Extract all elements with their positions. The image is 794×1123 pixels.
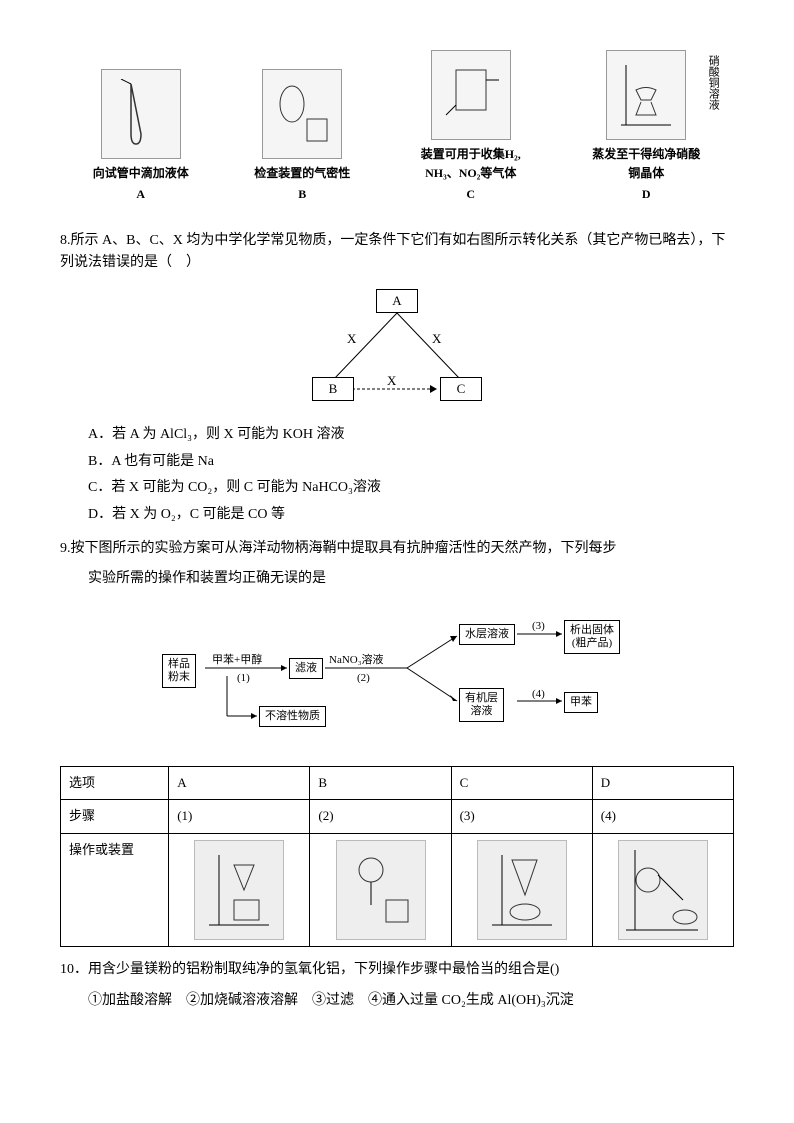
q9-body: 按下图所示的实验方案可从海洋动物柄海鞘中提取具有抗肿瘤活性的天然产物，下列每步 [71,541,617,556]
q9-th-2: B [310,766,451,800]
flow-e1: 甲苯+甲醇 [212,652,262,670]
fig-label-c: C [416,185,526,204]
q10-body: 用含少量镁粉的铝粉制取纯净的氢氧化铝，下列操作步骤中最恰当的组合是() [88,962,559,977]
fig-label-d: D [591,185,701,204]
fig-caption-b: 检查装置的气密性 [254,164,350,183]
q9-th-3: C [451,766,592,800]
flow-n2: 滤液 [289,658,323,679]
q9-r1-4: (4) [592,800,733,834]
question-9: 9.按下图所示的实验方案可从海洋动物柄海鞘中提取具有抗肿瘤活性的天然产物，下列每… [60,538,734,947]
q8-node-c: C [440,377,482,401]
q8-edge-bc: X [387,371,396,392]
fig-label-b: B [254,185,350,204]
flow-n4b: 甲苯 [564,692,598,713]
q8-num: 8. [60,233,71,248]
q10-text2: ①加盐酸溶解 ②加烧碱溶液溶解 ③过滤 ④通入过量 CO₂生成 Al(OH)₃沉… [60,990,734,1012]
apparatus-img-c [477,840,567,940]
q8-text: 8.所示 A、B、C、X 均为中学化学常见物质，一定条件下它们有如右图所示转化关… [60,230,734,275]
q9-r1-3: (3) [451,800,592,834]
q10-text: 10．用含少量镁粉的铝粉制取纯净的氢氧化铝，下列操作步骤中最恰当的组合是() [60,959,734,981]
q8-node-b: B [312,377,354,401]
flow-n3b: 有机层 溶液 [459,688,504,722]
apparatus-img-b [336,840,426,940]
q9-table-row1: 步骤 (1) (2) (3) (4) [61,800,734,834]
q9-r1-0: 步骤 [61,800,169,834]
q9-th-0: 选项 [61,766,169,800]
fig-image-c [431,50,511,140]
flow-s3: (3) [532,618,545,636]
fig-image-d [606,50,686,140]
fig-label-a: A [93,185,189,204]
q8-option-b: B．A 也有可能是 Na [88,451,734,473]
q8-node-a: A [376,289,418,313]
q9-table-head: 选项 A B C D [61,766,734,800]
flow-n2b: 不溶性物质 [259,706,326,727]
fig-item-c: 装置可用于收集H₂, NH₃、NO₂等气体 C [416,50,526,205]
q9-r1-1: (1) [169,800,310,834]
q9-th-4: D [592,766,733,800]
flow-n1: 样品 粉末 [162,654,196,688]
q9-r2-c [451,834,592,947]
fig-caption-c: 装置可用于收集H₂, NH₃、NO₂等气体 [416,145,526,183]
q8-edge-ac: X [432,329,441,350]
q8-option-a: A．若 A 为 AlCl₃，则 X 可能为 KOH 溶液 [88,424,734,446]
q8-body: 所示 A、B、C、X 均为中学化学常见物质，一定条件下它们有如右图所示转化关系（… [60,233,725,270]
flow-n4a: 析出固体 (粗产品) [564,620,620,654]
q9-text: 9.按下图所示的实验方案可从海洋动物柄海鞘中提取具有抗肿瘤活性的天然产物，下列每… [60,538,734,560]
fig-item-b: 检查装置的气密性 B [254,69,350,204]
apparatus-img-d [618,840,708,940]
q8-option-d: D．若 X 为 O₂，C 可能是 CO 等 [88,504,734,526]
flow-e2: NaNO₃溶液 [329,652,384,670]
flow-s1: (1) [237,670,250,688]
fig-side-d: 硝酸铜溶液 [704,55,722,110]
fig-image-b [262,69,342,159]
fig-item-a: 向试管中滴加液体 A [93,69,189,204]
apparatus-img-a [194,840,284,940]
q9-r2-label: 操作或装置 [61,834,169,947]
q9-r1-2: (2) [310,800,451,834]
fig-image-a [101,69,181,159]
q8-diagram: A B C X X X [292,289,502,409]
q9-th-1: A [169,766,310,800]
q9-flowchart: 样品 粉末 甲苯+甲醇 (1) 滤液 NaNO₃溶液 (2) 不溶性物质 水层溶… [157,606,637,746]
figure-row-q7: 向试管中滴加液体 A 检查装置的气密性 B 装置可用于收集H₂, NH₃、NO₂… [60,50,734,205]
flow-s4: (4) [532,686,545,704]
q9-r2-d [592,834,733,947]
q9-r2-b [310,834,451,947]
fig-caption-a: 向试管中滴加液体 [93,164,189,183]
q9-table-row2: 操作或装置 [61,834,734,947]
question-8: 8.所示 A、B、C、X 均为中学化学常见物质，一定条件下它们有如右图所示转化关… [60,230,734,526]
q8-options: A．若 A 为 AlCl₃，则 X 可能为 KOH 溶液 B．A 也有可能是 N… [60,424,734,526]
q9-num: 9. [60,541,71,556]
fig-caption-d: 蒸发至干得纯净硝酸铜晶体 [591,145,701,183]
q9-text2: 实验所需的操作和装置均正确无误的是 [60,568,734,590]
flow-n3a: 水层溶液 [459,624,515,645]
q8-option-c: C．若 X 可能为 CO₂，则 C 可能为 NaHCO₃溶液 [88,477,734,499]
q8-edge-ab: X [347,329,356,350]
q9-r2-a [169,834,310,947]
q9-table: 选项 A B C D 步骤 (1) (2) (3) (4) 操作或装置 [60,766,734,948]
q10-num: 10． [60,962,88,977]
question-10: 10．用含少量镁粉的铝粉制取纯净的氢氧化铝，下列操作步骤中最恰当的组合是() ①… [60,959,734,1012]
flow-s2: (2) [357,670,370,688]
fig-item-d: 硝酸铜溶液 蒸发至干得纯净硝酸铜晶体 D [591,50,701,205]
